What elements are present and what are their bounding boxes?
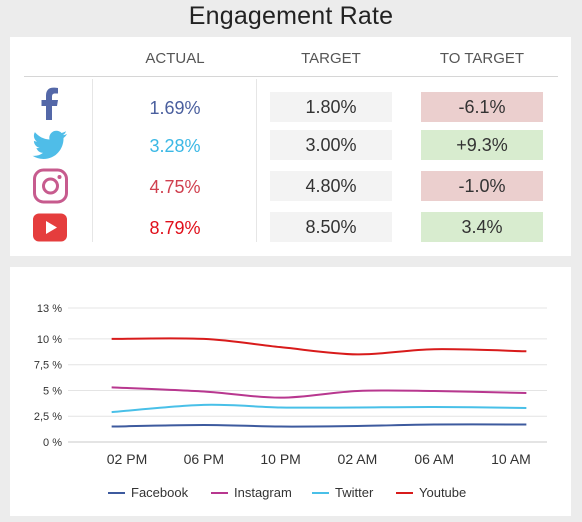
x-tick-label: 06 AM <box>414 451 454 467</box>
y-tick-label: 10 % <box>37 334 62 346</box>
x-tick-label: 02 PM <box>107 451 147 467</box>
y-tick-label: 7,5 % <box>34 360 62 372</box>
table-row: 4.75% 4.80% -1.0% <box>10 168 571 204</box>
header-divider <box>24 76 558 77</box>
target-value: 8.50% <box>270 212 392 242</box>
chart-panel: 0 % 2,5 % 5 % 7,5 % 10 % 13 % 02 PM 06 PM 10 PM 0… <box>10 267 571 516</box>
page-title: Engagement Rate <box>188 2 394 30</box>
actual-value: 1.69% <box>149 98 201 118</box>
column-divider <box>256 79 257 242</box>
actual-value: 8.79% <box>149 218 201 238</box>
table-row: 8.79% 8.50% 3.4% <box>10 212 571 242</box>
series-line-youtube <box>111 337 527 356</box>
x-tick-label: 10 PM <box>260 451 300 467</box>
y-tick-label: 0 % <box>43 437 62 449</box>
header-to-target: TO TARGET <box>439 50 525 67</box>
to-target-value: -6.1% <box>421 92 543 122</box>
to-target-value: +9.3% <box>421 130 543 160</box>
table-row: 3.28% 3.00% +9.3% <box>10 130 571 160</box>
table-row: 1.69% 1.80% -6.1% <box>10 87 571 122</box>
series-line-facebook <box>111 423 527 428</box>
column-divider <box>92 79 93 242</box>
actual-value: 3.28% <box>149 136 201 156</box>
twitter-icon <box>32 130 67 159</box>
youtube-icon <box>33 213 67 242</box>
series-line-instagram <box>111 386 527 399</box>
to-target-value: 3.4% <box>421 212 543 242</box>
x-tick-label: 02 AM <box>338 451 378 467</box>
x-tick-label: 10 AM <box>491 451 531 467</box>
y-tick-label: 2,5 % <box>34 411 62 423</box>
kpi-table-panel: ACTUAL TARGET TO TARGET 1.69% 1.80% -6.1… <box>10 37 571 256</box>
legend-item-facebook[interactable]: Facebook <box>131 485 189 500</box>
actual-value: 4.75% <box>149 177 201 197</box>
target-value: 3.00% <box>270 130 392 160</box>
legend-item-instagram[interactable]: Instagram <box>234 485 292 500</box>
legend-item-twitter[interactable]: Twitter <box>335 485 374 500</box>
to-target-value: -1.0% <box>421 171 543 201</box>
target-value: 1.80% <box>270 92 392 122</box>
header-actual: ACTUAL <box>145 50 205 67</box>
facebook-icon <box>41 87 58 120</box>
x-tick-label: 06 PM <box>184 451 224 467</box>
y-tick-label: 5 % <box>43 385 62 397</box>
header-target: TARGET <box>301 50 361 67</box>
y-tick-label: 13 % <box>37 303 62 315</box>
legend-item-youtube[interactable]: Youtube <box>419 485 466 500</box>
engagement-line-chart: 0 % 2,5 % 5 % 7,5 % 10 % 13 % 02 PM 06 PM 10 PM 0… <box>34 303 547 500</box>
target-value: 4.80% <box>270 171 392 201</box>
instagram-icon <box>33 168 68 204</box>
series-line-twitter <box>111 403 527 414</box>
